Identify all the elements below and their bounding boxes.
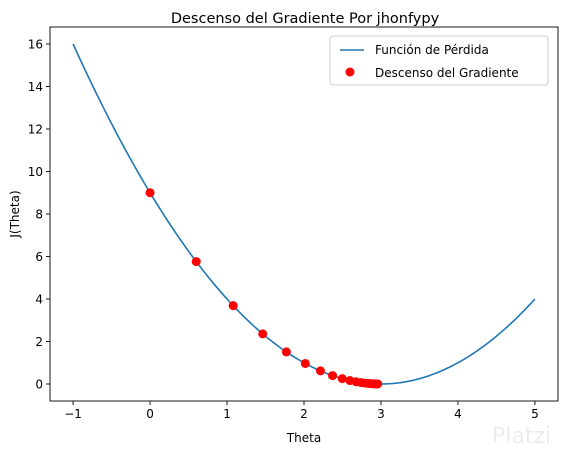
x-tick-label: 1: [223, 407, 231, 421]
legend-box: [329, 35, 549, 86]
x-tick-label: 0: [146, 407, 154, 421]
descent-point: [228, 301, 238, 311]
y-axis-label: J(Theta): [8, 190, 22, 238]
y-tick-label: 8: [35, 208, 43, 222]
descent-point: [281, 347, 291, 357]
y-tick-label: 6: [35, 250, 43, 264]
descent-point: [300, 358, 310, 368]
descent-point: [145, 188, 155, 198]
descent-point: [315, 366, 325, 376]
y-tick-label: 14: [28, 80, 43, 94]
legend-line-label: Función de Pérdida: [375, 43, 489, 57]
chart-title: Descenso del Gradiente Por jhonfypy: [171, 11, 440, 27]
y-tick-label: 0: [35, 378, 43, 392]
plot-frame: [49, 26, 559, 402]
descent-point: [373, 379, 383, 389]
y-tick-label: 10: [28, 165, 43, 179]
platzi-watermark: Platzi: [492, 424, 551, 449]
x-tick-label: −1: [64, 407, 82, 421]
legend: Función de Pérdida Descenso del Gradient…: [329, 35, 549, 86]
x-tick-label: 2: [300, 407, 308, 421]
x-tick-label: 3: [377, 407, 385, 421]
y-tick-label: 2: [35, 335, 43, 349]
x-axis-label: Theta: [286, 431, 321, 445]
y-axis: 0 2 4 6 8 10 12 14 16: [28, 38, 50, 392]
legend-point-label: Descenso del Gradiente: [375, 66, 519, 80]
x-axis: −1 0 1 2 3 4 5: [64, 401, 539, 421]
y-tick-label: 12: [28, 123, 43, 137]
y-tick-label: 16: [28, 38, 43, 52]
x-tick-label: 4: [454, 407, 462, 421]
descent-point: [191, 257, 201, 267]
x-tick-label: 5: [531, 407, 539, 421]
legend-point-swatch: [345, 67, 355, 77]
descent-point: [258, 329, 268, 339]
y-tick-label: 4: [35, 293, 43, 307]
gradient-descent-points: [145, 188, 383, 389]
descent-point: [328, 371, 338, 381]
descent-point: [337, 374, 347, 384]
